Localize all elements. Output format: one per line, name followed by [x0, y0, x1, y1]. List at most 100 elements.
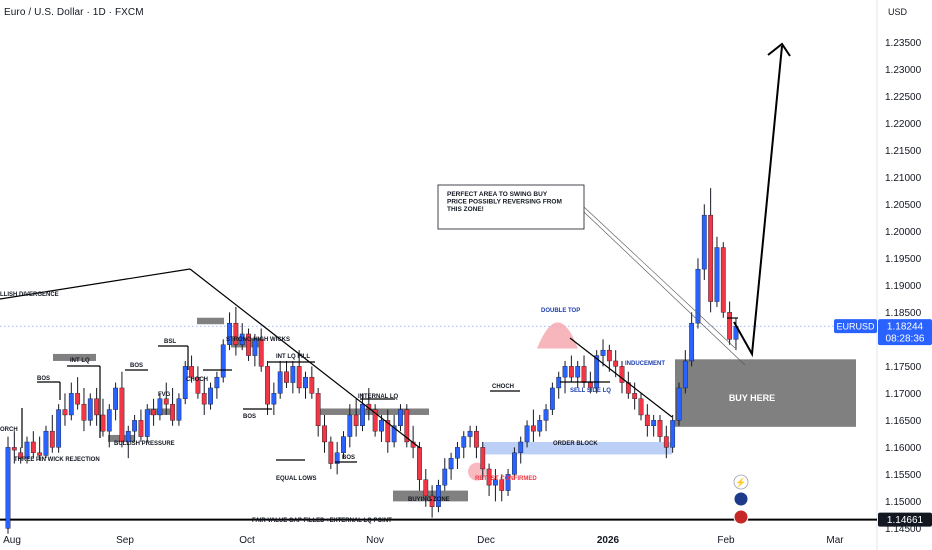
time-axis: Aug Sep Oct Nov Dec 2026 Feb Mar	[3, 535, 844, 546]
y-tick-label: 1.19500	[885, 254, 922, 265]
double-top-marker	[537, 322, 578, 349]
candle	[284, 360, 289, 388]
candle	[499, 474, 505, 502]
candle-body	[695, 268, 701, 324]
candle	[391, 414, 397, 448]
candle	[75, 377, 81, 410]
candle-body	[233, 322, 239, 345]
candle-body	[201, 393, 207, 405]
candle-body	[87, 398, 93, 421]
candle	[638, 393, 644, 421]
candle-body	[701, 214, 707, 270]
candle	[233, 306, 239, 356]
candle	[144, 404, 150, 442]
callout-text: PERFECT AREA TO SWING BUY	[447, 191, 548, 198]
x-tick-label: 2026	[597, 535, 620, 546]
symbol-badge: EURUSD	[834, 319, 877, 334]
candle-body	[68, 393, 74, 416]
y-tick-label: 1.22500	[885, 92, 922, 103]
label-int-lq: INT LQ	[70, 358, 90, 364]
candle	[138, 409, 144, 442]
candle-body	[436, 484, 441, 507]
candle	[562, 360, 568, 394]
candle	[246, 328, 251, 361]
candle-body	[24, 441, 30, 459]
candle-body	[568, 366, 574, 378]
candle-body	[480, 447, 486, 470]
candle-body	[341, 436, 346, 453]
candle	[676, 382, 682, 426]
candle-body	[518, 441, 524, 453]
candle	[11, 431, 17, 464]
candle	[556, 371, 562, 399]
candle-body	[18, 452, 24, 459]
y-tick-label: 1.23000	[885, 65, 922, 76]
candle-body	[448, 457, 454, 470]
y-tick-label: 1.16000	[885, 443, 922, 454]
candle	[474, 425, 479, 459]
candle-body	[208, 387, 213, 405]
candle-body	[37, 452, 43, 456]
candle-body	[138, 420, 144, 437]
callout-pointer-b	[583, 211, 746, 366]
candle	[404, 404, 410, 448]
candles	[5, 188, 739, 534]
candle-body	[499, 479, 505, 491]
candle	[353, 398, 359, 437]
candle-body	[303, 376, 308, 389]
label-three-pin: THREE PIN WICK REJECTION	[14, 457, 100, 463]
candle	[417, 441, 422, 491]
us-flag-icon	[733, 509, 749, 525]
candle-body	[151, 409, 156, 416]
callout-text: PRICE POSSIBLY REVERSING FROM	[447, 199, 562, 206]
candle-body	[581, 366, 587, 383]
y-tick-label: 1.20500	[885, 200, 922, 211]
candle-body	[372, 409, 378, 432]
candle	[714, 236, 720, 307]
candle-body	[5, 447, 11, 529]
candle	[651, 414, 657, 437]
candle-body	[239, 333, 245, 345]
candle-body	[56, 409, 62, 448]
label-bos-4: BOS	[342, 455, 355, 461]
candle	[30, 431, 36, 459]
candle-body	[100, 414, 106, 432]
candle-body	[613, 360, 619, 367]
candle	[467, 425, 473, 448]
divergence-line-left	[0, 268, 191, 300]
candle	[309, 366, 315, 399]
x-tick-label: Oct	[239, 535, 255, 546]
candle	[594, 350, 600, 394]
candle	[543, 404, 549, 432]
candle-body	[429, 495, 435, 507]
candle	[328, 436, 334, 469]
candle	[505, 468, 511, 496]
label-buy-here: BUY HERE	[729, 393, 775, 403]
candle-body	[62, 409, 68, 416]
symbol-badge-text: EURUSD	[836, 322, 875, 332]
candle	[81, 387, 87, 432]
strong-high-wicks-zone	[231, 337, 261, 348]
candle-body	[549, 387, 555, 410]
y-tick-label: 1.19000	[885, 281, 922, 292]
candle	[94, 387, 100, 426]
y-tick-label: 1.22000	[885, 119, 922, 130]
symbol-badge-bg	[834, 319, 877, 334]
candle-body	[163, 398, 169, 405]
candle	[398, 404, 403, 432]
candle-body	[94, 398, 100, 416]
callout-text: THIS ZONE!	[447, 206, 484, 213]
candle-body	[379, 420, 384, 432]
candle-body	[606, 349, 612, 362]
candle	[448, 452, 454, 480]
candle-body	[505, 474, 511, 491]
candle	[366, 387, 372, 421]
candle	[379, 414, 384, 442]
candle	[632, 382, 638, 410]
candle-body	[619, 366, 625, 383]
label-equal-lows: EQUAL LOWS	[276, 476, 317, 482]
candle-body	[328, 441, 334, 464]
candle	[657, 414, 663, 442]
candle-body	[195, 376, 201, 394]
